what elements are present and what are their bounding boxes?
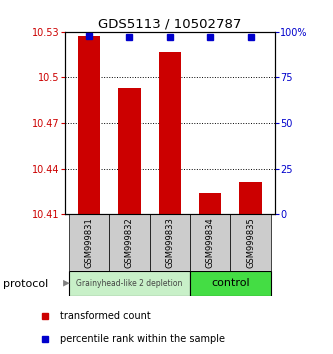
FancyBboxPatch shape	[109, 214, 150, 271]
FancyBboxPatch shape	[230, 214, 271, 271]
Text: transformed count: transformed count	[60, 311, 151, 321]
Text: GSM999834: GSM999834	[206, 217, 215, 268]
Text: Grainyhead-like 2 depletion: Grainyhead-like 2 depletion	[76, 279, 183, 288]
Bar	[239, 182, 262, 214]
Bar	[159, 52, 181, 214]
Bar	[119, 88, 141, 214]
Text: GSM999831: GSM999831	[85, 217, 94, 268]
FancyBboxPatch shape	[190, 271, 271, 296]
Text: control: control	[211, 278, 250, 288]
Text: GSM999832: GSM999832	[125, 217, 134, 268]
Text: GSM999835: GSM999835	[246, 217, 255, 268]
Text: percentile rank within the sample: percentile rank within the sample	[60, 334, 225, 344]
Bar	[78, 36, 100, 214]
FancyBboxPatch shape	[150, 214, 190, 271]
Bar	[199, 193, 221, 214]
FancyBboxPatch shape	[69, 214, 109, 271]
Text: protocol: protocol	[3, 279, 49, 289]
Text: GSM999833: GSM999833	[165, 217, 174, 268]
FancyBboxPatch shape	[190, 214, 230, 271]
Title: GDS5113 / 10502787: GDS5113 / 10502787	[98, 18, 241, 31]
FancyBboxPatch shape	[69, 271, 190, 296]
